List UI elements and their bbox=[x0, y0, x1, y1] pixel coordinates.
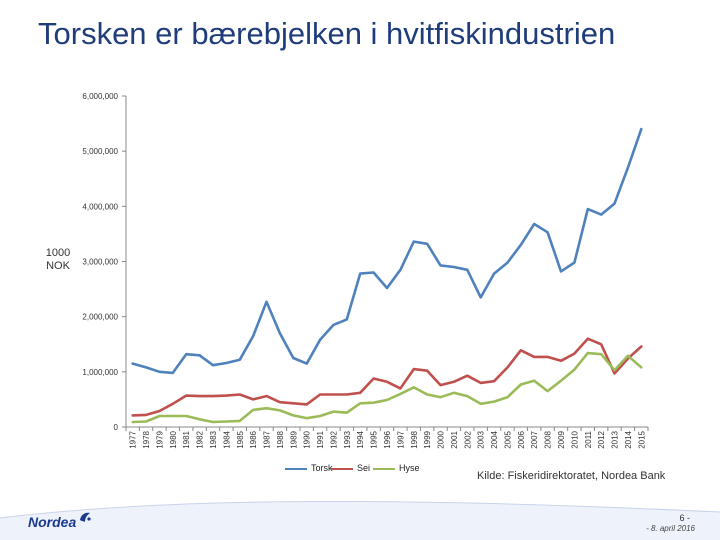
x-tick-label: 1999 bbox=[423, 430, 432, 448]
x-tick-label: 1986 bbox=[249, 430, 258, 448]
x-tick-label: 2001 bbox=[450, 430, 459, 448]
source-note: Kilde: Fiskeridirektoratet, Nordea Bank bbox=[477, 470, 666, 482]
x-tick-label: 1978 bbox=[142, 430, 151, 448]
page-number: 6 - bbox=[679, 513, 690, 523]
series-line-hyse bbox=[131, 351, 643, 424]
legend-label-hyse: Hyse bbox=[399, 463, 420, 473]
x-tick-label: 1998 bbox=[410, 430, 419, 448]
x-tick-label: 1990 bbox=[303, 430, 312, 448]
series-line-torsk bbox=[131, 127, 643, 375]
y-tick-label: 2,000,000 bbox=[82, 313, 118, 322]
x-tick-label: 2014 bbox=[624, 430, 633, 448]
x-tick-label: 1997 bbox=[396, 430, 405, 448]
slide-date: - 8. april 2016 bbox=[646, 524, 695, 533]
x-tick-label: 1992 bbox=[329, 430, 338, 448]
x-tick-label: 1984 bbox=[222, 430, 231, 448]
x-tick-label: 2006 bbox=[517, 430, 526, 448]
x-tick-label: 2000 bbox=[437, 430, 446, 448]
x-tick-label: 2005 bbox=[503, 430, 512, 448]
y-tick-label: 6,000,000 bbox=[82, 92, 118, 101]
legend-swatch-torsk bbox=[285, 467, 307, 470]
legend-label-torsk: Torsk bbox=[311, 463, 333, 473]
x-tick-label: 1994 bbox=[356, 430, 365, 448]
footer-band bbox=[0, 500, 720, 540]
x-tick-label: 1979 bbox=[155, 430, 164, 448]
x-tick-label: 2007 bbox=[530, 430, 539, 448]
legend-swatch-hyse bbox=[373, 467, 395, 470]
x-tick-label: 1982 bbox=[196, 430, 205, 448]
x-tick-label: 1995 bbox=[370, 430, 379, 448]
legend-swatch-sei bbox=[331, 467, 353, 470]
x-tick-label: 1987 bbox=[263, 430, 272, 448]
series-line-sei bbox=[131, 337, 643, 417]
logo-text: Nordea bbox=[28, 514, 77, 530]
legend-item-torsk: Torsk bbox=[285, 463, 333, 473]
x-tick-label: 1985 bbox=[236, 430, 245, 448]
nordea-logo: Nordea bbox=[28, 512, 92, 530]
x-tick-label: 1993 bbox=[343, 430, 352, 448]
x-tick-label: 1988 bbox=[276, 430, 285, 448]
x-tick-label: 1996 bbox=[383, 430, 392, 448]
x-tick-label: 2003 bbox=[477, 430, 486, 448]
y-tick-label: 5,000,000 bbox=[82, 147, 118, 156]
x-tick-label: 2009 bbox=[557, 430, 566, 448]
legend-item-hyse: Hyse bbox=[373, 463, 420, 473]
logo-mark-icon bbox=[80, 512, 91, 522]
x-tick-label: 1983 bbox=[209, 430, 218, 448]
x-tick-label: 1991 bbox=[316, 430, 325, 448]
x-tick-label: 1981 bbox=[182, 430, 191, 448]
x-tick-label: 2015 bbox=[637, 430, 646, 448]
x-tick-label: 2008 bbox=[544, 430, 553, 448]
x-tick-label: 1977 bbox=[129, 430, 138, 448]
y-tick-label: 3,000,000 bbox=[82, 258, 118, 267]
y-tick-label: 0 bbox=[114, 423, 119, 432]
legend-item-sei: Sei bbox=[331, 463, 370, 473]
x-tick-label: 2011 bbox=[584, 430, 593, 448]
x-tick-label: 2004 bbox=[490, 430, 499, 448]
x-tick-label: 2012 bbox=[597, 430, 606, 448]
y-tick-label: 1,000,000 bbox=[82, 368, 118, 377]
y-tick-label: 4,000,000 bbox=[82, 202, 118, 211]
x-tick-label: 2010 bbox=[570, 430, 579, 448]
y-axis-label: 1000 NOK bbox=[45, 247, 71, 272]
x-tick-label: 2013 bbox=[611, 430, 620, 448]
legend-label-sei: Sei bbox=[357, 463, 371, 473]
slide-title: Torsken er bærebjelken i hvitfiskindustr… bbox=[38, 16, 616, 51]
x-tick-label: 2002 bbox=[463, 430, 472, 448]
x-tick-label: 1980 bbox=[169, 430, 178, 448]
x-tick-label: 1989 bbox=[289, 430, 298, 448]
